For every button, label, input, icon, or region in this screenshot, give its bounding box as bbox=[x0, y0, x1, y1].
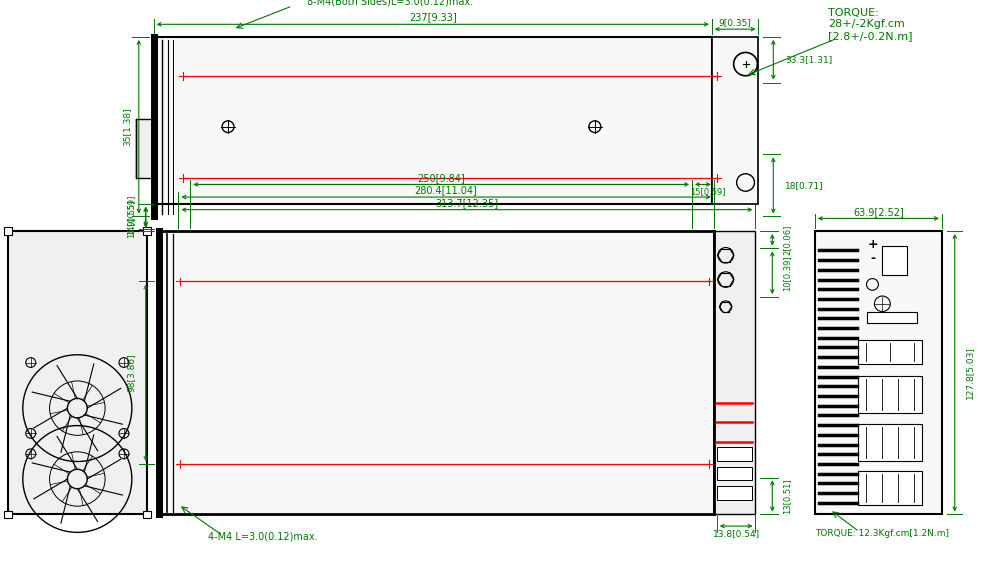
Bar bbox=[858, 340, 922, 364]
Text: 14.9[0.59]: 14.9[0.59] bbox=[126, 195, 136, 238]
Bar bbox=[716, 486, 753, 500]
Text: 4-M4 L=3.0(0.12)max.: 4-M4 L=3.0(0.12)max. bbox=[209, 532, 318, 542]
Text: 250[9.84]: 250[9.84] bbox=[417, 173, 465, 183]
Bar bbox=[716, 448, 753, 461]
Text: 15[0.59]: 15[0.59] bbox=[690, 187, 725, 196]
Text: 8-M4(Both Sides)L=3.0(0.12)max.: 8-M4(Both Sides)L=3.0(0.12)max. bbox=[307, 0, 473, 7]
Text: 13.8[0.54]: 13.8[0.54] bbox=[712, 530, 760, 539]
Text: -: - bbox=[870, 252, 875, 265]
Bar bbox=[143, 511, 151, 518]
Text: 237[9.33]: 237[9.33] bbox=[409, 12, 457, 22]
Bar bbox=[154, 37, 711, 204]
Bar bbox=[4, 227, 12, 235]
Text: 18[0.71]: 18[0.71] bbox=[785, 181, 824, 190]
Text: +: + bbox=[867, 238, 878, 251]
Bar bbox=[815, 231, 942, 514]
Bar bbox=[858, 424, 922, 461]
Text: 28+/-2Kgf.cm: 28+/-2Kgf.cm bbox=[828, 19, 904, 29]
Text: 10[0.39]: 10[0.39] bbox=[782, 255, 791, 291]
Text: 280.4[11.04]: 280.4[11.04] bbox=[414, 185, 477, 195]
Bar bbox=[858, 471, 922, 505]
Text: 33.3[1.31]: 33.3[1.31] bbox=[785, 55, 832, 64]
Bar bbox=[713, 231, 756, 514]
Bar bbox=[136, 119, 154, 178]
Bar bbox=[711, 37, 759, 204]
Bar bbox=[858, 376, 922, 412]
Text: 63.9[2.52]: 63.9[2.52] bbox=[853, 206, 904, 217]
Text: 9[0.35]: 9[0.35] bbox=[718, 18, 752, 27]
Text: 98[3.86]: 98[3.86] bbox=[126, 353, 136, 392]
Text: TORQUE:: TORQUE: bbox=[828, 8, 879, 17]
Text: TORQUE: 12.3Kgf.cm[1.2N.m]: TORQUE: 12.3Kgf.cm[1.2N.m] bbox=[815, 529, 949, 538]
Bar bbox=[868, 311, 917, 323]
Bar bbox=[4, 511, 12, 518]
Text: 127.8[5.03]: 127.8[5.03] bbox=[965, 346, 974, 399]
Bar bbox=[883, 246, 907, 275]
Bar bbox=[716, 467, 753, 480]
Text: 14[0.55]: 14[0.55] bbox=[126, 200, 136, 235]
Bar bbox=[8, 231, 147, 514]
Bar bbox=[158, 231, 713, 514]
Text: 313.7[12.35]: 313.7[12.35] bbox=[435, 198, 499, 208]
Bar bbox=[143, 227, 151, 235]
Text: 2[0.06]: 2[0.06] bbox=[782, 224, 791, 255]
Text: [2.8+/-0.2N.m]: [2.8+/-0.2N.m] bbox=[828, 31, 912, 41]
Text: 13[0.51]: 13[0.51] bbox=[782, 478, 791, 514]
Text: 35[1.38]: 35[1.38] bbox=[122, 107, 132, 146]
